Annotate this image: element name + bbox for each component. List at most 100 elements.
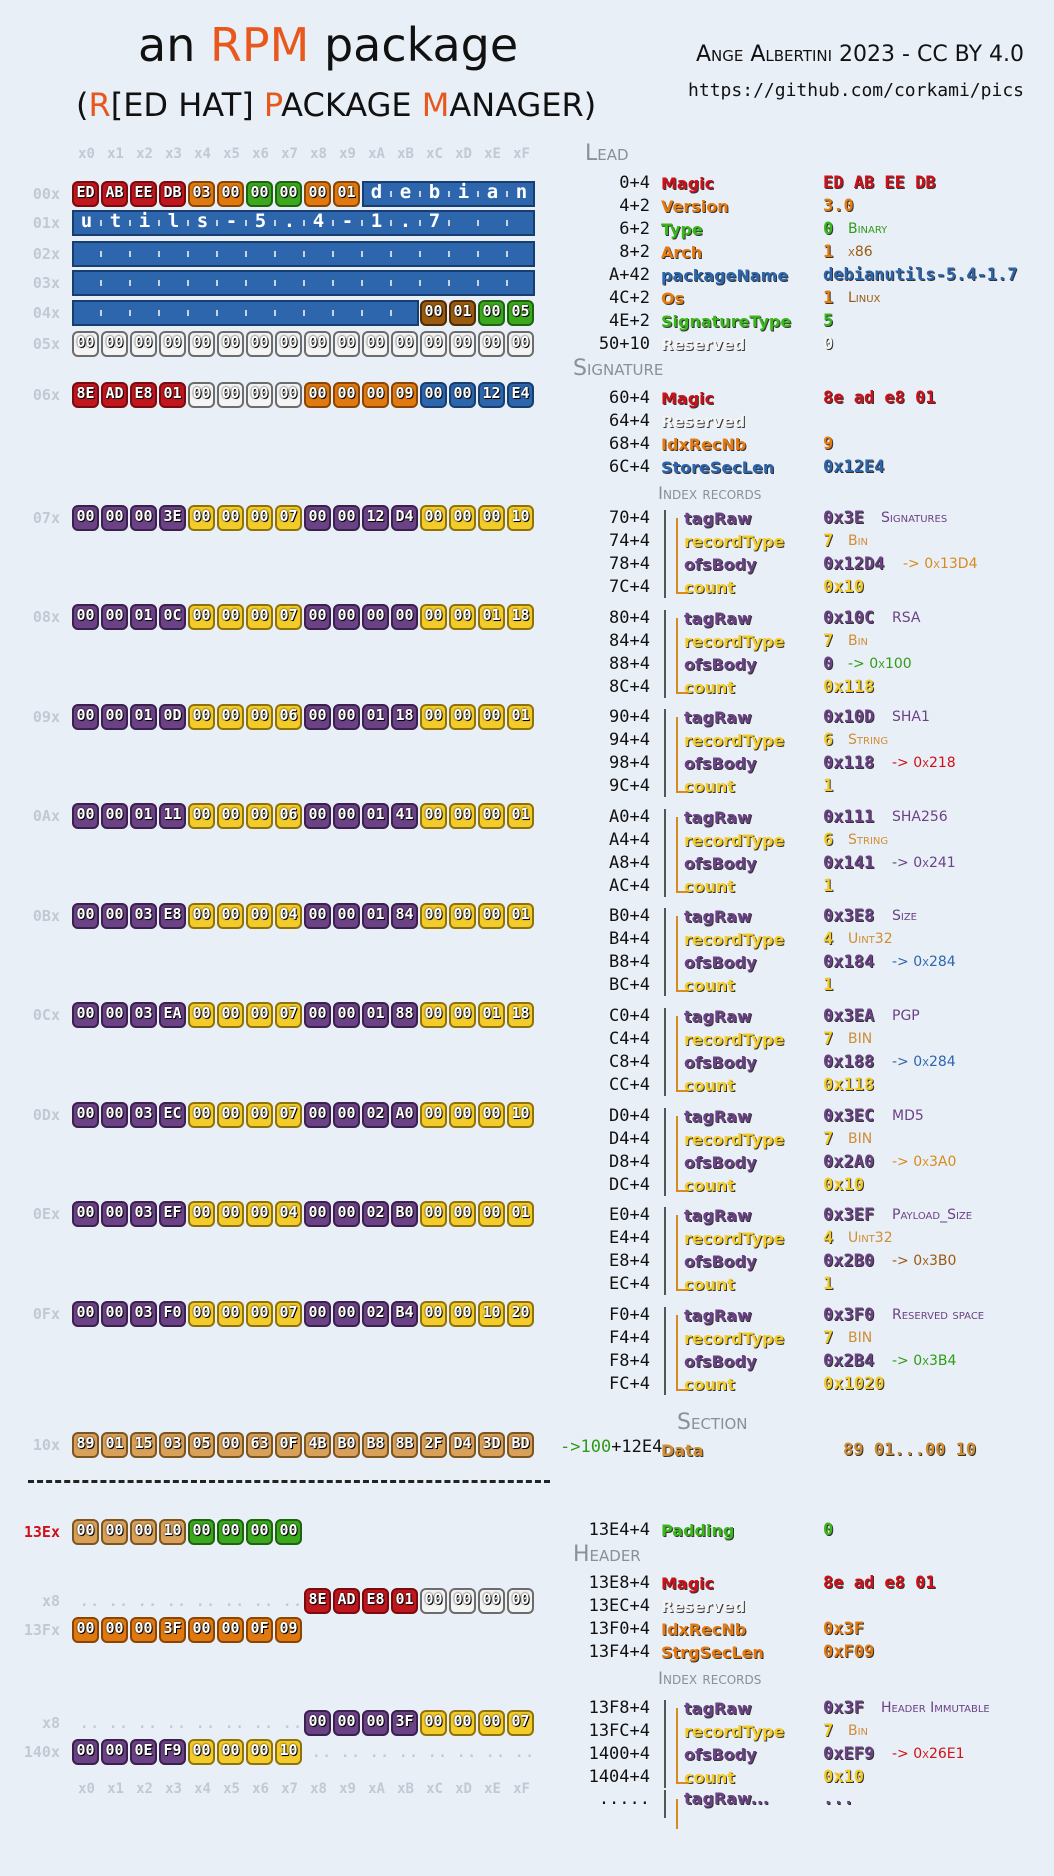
hex-byte: 00 [101,1102,128,1128]
column-header: xE [484,1781,501,1797]
record-field-name: ofsBody [684,1053,757,1072]
record-divider [664,1008,666,1096]
string-char: i [138,210,151,232]
row-offset-label: 0Ax [32,807,60,825]
hex-byte: 01 [362,803,389,829]
tail-field-value: ... [823,1789,854,1809]
skipped-byte-dot: .. [399,1745,420,1761]
hex-byte: 00 [333,505,360,531]
string-char: s [196,210,209,232]
field-value: 8e ad e8 01 [823,388,936,408]
field-value: 1 [823,242,834,262]
hex-byte: 00 [101,903,128,929]
column-header: xD [455,1781,472,1797]
record-bracket [676,916,688,992]
hex-byte: 00 [304,382,331,408]
section-header: Index records [658,484,762,504]
band-tick [390,251,392,257]
hex-byte: 00 [449,1201,476,1227]
row-offset-label: 05x [32,335,60,353]
hex-byte: 00 [420,1588,447,1614]
hex-byte: 00 [449,382,476,408]
hex-byte: 03 [130,1201,157,1227]
record-field-name: tagRaw [684,609,752,628]
hex-byte: 00 [304,604,331,630]
hex-byte: 00 [333,1710,360,1736]
band-tick [158,251,160,257]
hex-byte: 01 [159,382,186,408]
field-value: 0xF09 [823,1642,875,1662]
hex-byte: EC [159,1102,186,1128]
row-offset-label: 140x [23,1743,60,1761]
section-header: Lead [585,141,629,166]
hex-byte: 00 [478,505,505,531]
hex-byte: E8 [130,382,157,408]
hex-byte: 10 [507,505,534,531]
hex-byte: 63 [246,1432,273,1458]
field-name: SignatureType [661,312,792,331]
band-tick [187,251,189,257]
record-field-name: recordType [684,930,785,949]
band-tick [390,310,392,316]
record-offset: A0+4 [609,807,650,827]
hex-byte: A0 [391,1102,418,1128]
field-name: packageName [661,266,789,285]
record-offset: 1404+4 [588,1767,650,1787]
hex-byte: 00 [304,803,331,829]
record-offset: A4+4 [609,830,650,850]
hex-byte: 00 [101,1739,128,1765]
record-offset: F8+4 [609,1351,650,1371]
hex-byte: AD [333,1588,360,1614]
hex-byte: 0C [159,604,186,630]
hex-byte: 8E [72,382,99,408]
record-field-value: 0x118 [823,1075,875,1095]
subtitle-part: H [178,86,203,124]
band-tick [448,191,450,197]
hex-byte: 00 [101,803,128,829]
hex-byte: 00 [478,1588,505,1614]
field-name: IdxRecNb [661,435,747,454]
record-bracket [676,1016,688,1092]
section-header: Signature [573,356,664,381]
column-header: x0 [78,1781,95,1797]
hex-byte: 06 [275,803,302,829]
record-field-value: 6 [823,830,834,850]
subtitle-part: ACKAGE [281,86,422,124]
hex-byte: 00 [275,181,302,207]
band-tick [187,280,189,286]
field-offset: 13E4+4 [588,1520,650,1540]
band-tick [100,220,102,226]
record-field-name: recordType [684,1229,785,1248]
hex-byte: 00 [304,1710,331,1736]
hex-byte: 00 [275,331,302,357]
pointer-suffix: +12E4 [611,1437,663,1457]
hex-byte: 00 [449,704,476,730]
skipped-byte-dot: .. [138,1716,159,1732]
record-field-value: 7 [823,1129,834,1149]
section-header: Section [677,1410,748,1435]
string-char: n [515,181,528,203]
string-char: i [457,181,470,203]
hex-byte: 00 [217,1102,244,1128]
record-field-value: 0x10 [823,577,864,597]
hex-byte: 00 [217,1301,244,1327]
record-divider [664,510,666,598]
section-header: Header [573,1542,641,1567]
field-offset: 50+10 [598,334,650,354]
band-tick [100,251,102,257]
hex-byte: 00 [391,604,418,630]
record-note: Reserved space [892,1307,985,1323]
band-tick [477,191,479,197]
hex-byte: 20 [507,1301,534,1327]
hex-byte: 10 [507,1102,534,1128]
record-field-name: count [684,976,735,995]
record-note: Header Immutable [881,1700,990,1716]
band-tick [274,280,276,286]
hex-byte: 00 [217,382,244,408]
record-offset: 13F8+4 [588,1698,650,1718]
hex-byte: 00 [449,1002,476,1028]
subtitle-part: ANAGER [449,86,584,124]
band-tick [448,280,450,286]
column-header: xC [426,146,443,162]
record-field-name: count [684,578,735,597]
